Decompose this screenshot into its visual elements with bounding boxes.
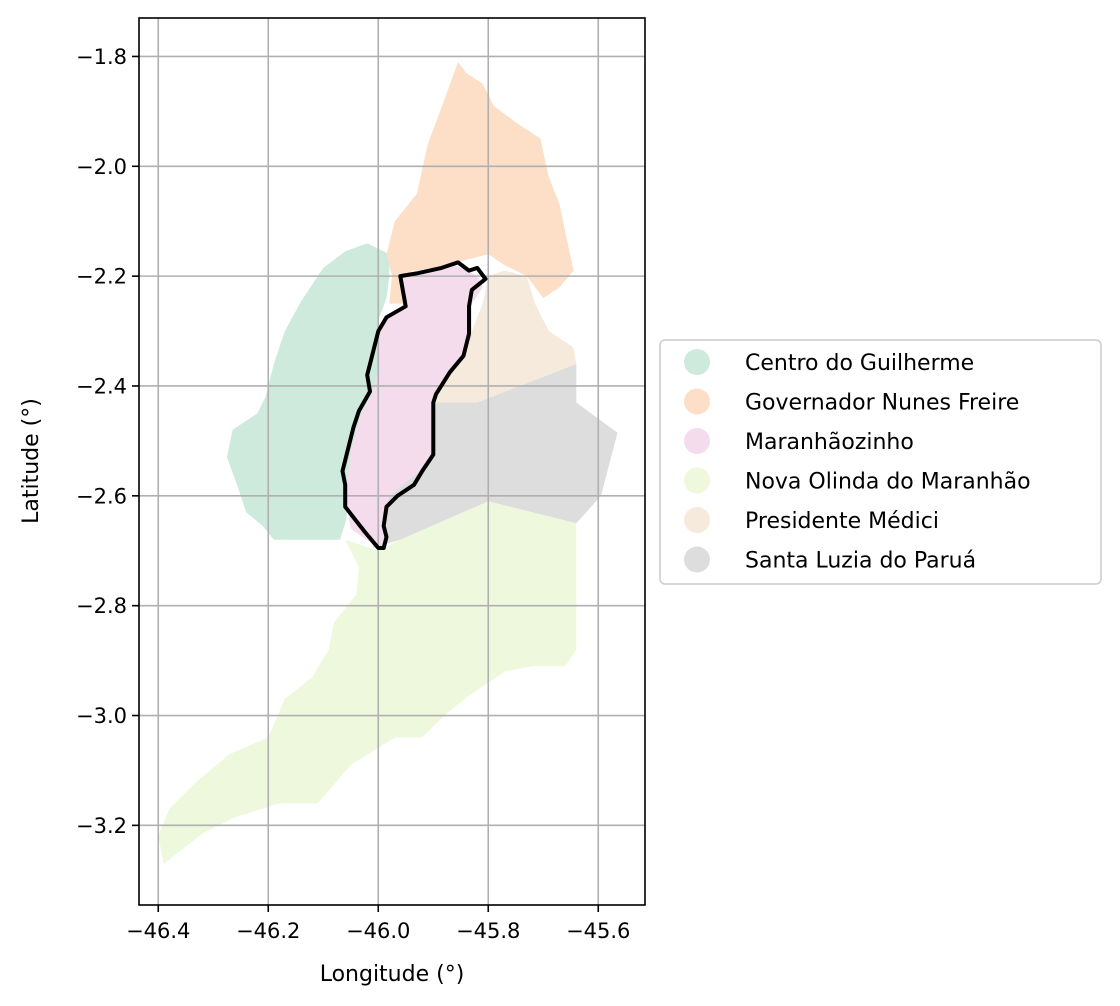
x-axis-ticks: −46.4 −46.2 −46.0 −45.8 −45.6 (126, 905, 630, 943)
legend-marker-centro-do-guilherme (684, 349, 710, 375)
legend-label-maranhaozinho: Maranhãozinho (745, 430, 914, 455)
x-tick-label: −46.0 (346, 919, 410, 943)
y-tick-label: −2.6 (76, 484, 127, 508)
y-tick-label: −2.4 (76, 374, 127, 398)
legend-box (659, 339, 1102, 585)
legend-marker-nova-olinda-do-maranhao (684, 467, 710, 494)
region-presidente-medici (433, 270, 577, 403)
region-maranhaozinho (345, 265, 483, 548)
y-axis-label: Latitude (°) (19, 398, 44, 524)
y-tick-label: −2.2 (76, 265, 127, 289)
legend: Centro do Guilherme Governador Nunes Frei… (659, 339, 1102, 585)
x-tick-label: −45.8 (456, 919, 520, 943)
region-nova-olinda-do-maranhao (158, 501, 577, 864)
region-layer (158, 61, 618, 864)
x-tick-label: −45.6 (566, 919, 630, 943)
plot-frame (138, 17, 646, 906)
highlight-outline-maranhaozinho (340, 260, 488, 550)
x-tick-label: −46.2 (236, 919, 300, 943)
legend-label-presidente-medici: Presidente Médici (745, 509, 939, 534)
y-tick-label: −2.8 (76, 594, 127, 618)
legend-label-governador-nunes-freire: Governador Nunes Freire (745, 391, 1019, 416)
x-tick-label: −46.4 (126, 919, 190, 943)
y-tick-label: −3.2 (76, 814, 127, 838)
highlight-layer (340, 260, 488, 550)
region-governador-nunes-freire (386, 61, 574, 304)
y-tick-label: −3.0 (76, 704, 127, 728)
legend-marker-maranhaozinho (684, 428, 710, 454)
x-axis-label: Longitude (°) (320, 962, 465, 987)
y-tick-label: −2.0 (76, 155, 127, 179)
legend-label-santa-luzia-do-parua: Santa Luzia do Paruá (745, 549, 976, 574)
legend-label-centro-do-guilherme: Centro do Guilherme (745, 351, 974, 376)
y-tick-label: −1.8 (76, 45, 127, 69)
legend-marker-governador-nunes-freire (684, 388, 710, 415)
legend-marker-presidente-medici (684, 507, 710, 533)
grid-lines (139, 18, 645, 905)
y-axis-ticks: −1.8 −2.0 −2.2 −2.4 −2.6 −2.8 −3.0 −3.2 (76, 45, 139, 838)
legend-marker-santa-luzia-do-parua (684, 546, 710, 573)
legend-label-nova-olinda-do-maranhao: Nova Olinda do Maranhão (745, 470, 1031, 495)
